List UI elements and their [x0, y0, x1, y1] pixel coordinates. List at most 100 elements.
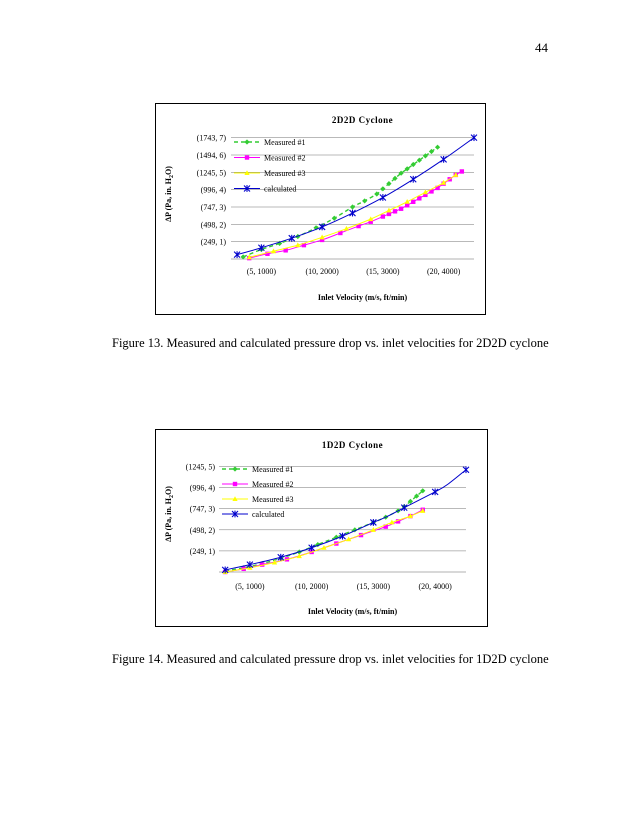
chart2-chart-title: 1D2D Cyclone — [322, 440, 383, 450]
chart2-series-4 — [221, 466, 470, 574]
chart1-x-tick-label: (20, 4000) — [427, 267, 461, 276]
chart2-series-1-point — [420, 488, 426, 494]
chart1-y-axis-label-part3: O) — [164, 166, 173, 175]
chart2-y-axis-label-part3: O) — [164, 486, 173, 495]
chart1-y-tick-label: (1743, 7) — [197, 134, 227, 143]
chart2-series-4-point — [400, 504, 408, 512]
chart2-legend-swatch-marker — [232, 481, 238, 487]
chart2-legend-swatch-marker — [232, 466, 238, 472]
chart1-series-2-point — [398, 206, 404, 211]
chart2-x-tick-label: (15, 3000) — [357, 582, 391, 591]
chart2-series-2-point — [395, 519, 401, 524]
chart2-y-tick-label: (1245, 5) — [186, 463, 216, 472]
chart1-series-4-point — [349, 209, 356, 217]
chart1-y-axis-label-part1: ΔP (Pa, in. H — [164, 177, 173, 222]
chart2-y-axis-label-part1: ΔP (Pa, in. H — [164, 497, 173, 542]
chart1-series-3-point — [453, 172, 459, 177]
chart2-series-3-point — [420, 508, 426, 513]
chart2-x-axis-label: Inlet Velocity (m/s, ft/min) — [308, 607, 398, 616]
chart1-x-tick-label: (10, 2000) — [305, 267, 339, 276]
chart2-x-tick-label: (10, 2000) — [295, 582, 329, 591]
chart1-y-tick-label: (498, 2) — [201, 220, 227, 229]
chart1-y-tick-label: (249, 1) — [201, 238, 227, 247]
chart1-x-axis-label: Inlet Velocity (m/s, ft/min) — [318, 293, 408, 302]
chart1-x-tick-label: (15, 3000) — [366, 267, 400, 276]
chart1-series-1-point — [404, 166, 410, 172]
chart2-legend-label: Measured #3 — [252, 495, 294, 504]
chart2-series-4-point — [369, 519, 377, 526]
chart1-series-2-point — [265, 251, 270, 256]
chart2-series-4-point — [308, 544, 316, 552]
chart1-legend-label: Measured #1 — [264, 138, 306, 147]
chart1-chart-title: 2D2D Cyclone — [332, 115, 393, 125]
chart2-series-3-point — [296, 553, 302, 559]
chart2-x-tick-label: (20, 4000) — [418, 582, 452, 591]
chart2-legend-swatch-marker — [232, 496, 238, 501]
chart1-series-2-point — [417, 196, 422, 201]
chart1-series-2-point — [459, 169, 465, 174]
chart2-series-1-point — [315, 541, 321, 548]
chart1-y-tick-label: (996, 4) — [201, 186, 227, 195]
chart1-series-2-point — [435, 185, 440, 191]
chart1-series-1-point — [349, 204, 356, 210]
chart1-series-3 — [246, 172, 459, 260]
chart1-series-1-point — [434, 144, 441, 150]
chart2-series-3-line — [225, 510, 423, 573]
chart2-y-tick-label: (249, 1) — [190, 547, 216, 556]
chart2-series-3 — [222, 508, 426, 574]
figure-14-caption: Figure 14. Measured and calculated press… — [112, 652, 549, 666]
chart1-y-tick-label: (1494, 6) — [197, 151, 227, 160]
chart1-series-1-point — [362, 198, 368, 204]
chart2-series-3-point — [389, 519, 395, 525]
chart2-series-3-point — [346, 536, 352, 542]
chart2-series-4-point — [462, 466, 470, 474]
chart2-y-axis-label: ΔP (Pa, in. H2O) — [164, 486, 175, 542]
chart1-y-tick-label: (1245, 5) — [197, 168, 227, 177]
chart1-series-2-point — [423, 192, 428, 198]
chart1-series-4-point — [288, 234, 296, 242]
chart2-legend-label: Measured #2 — [252, 480, 294, 489]
chart2-series-4-point — [339, 532, 346, 540]
chart1-series-2-line — [249, 171, 463, 259]
chart1-legend-swatch-marker — [244, 155, 250, 160]
chart1-series-1-point — [410, 161, 416, 168]
chart1-legend-label: Measured #2 — [264, 154, 306, 163]
chart-2d2d-cyclone: (249, 1) (498, 2) (747, 3) (996, 4) (1245, 5… — [155, 103, 486, 315]
chart2-series-4-point — [277, 553, 285, 561]
chart2-y-axis-label-subscript: 2 — [169, 495, 175, 498]
chart1-legend: Measured #1 Measured #2 Measured #3 calcula… — [234, 138, 306, 194]
chart2-series-2-point — [260, 562, 265, 567]
chart2-series-1-point — [414, 493, 420, 499]
chart1-series-1-point — [374, 191, 380, 197]
chart1-series-4-point — [379, 194, 387, 201]
chart-2d2d-svg: (249, 1) (498, 2) (747, 3) (996, 4) (1245, 5… — [164, 115, 478, 302]
chart1-series-4 — [233, 134, 478, 259]
chart1-legend-swatch-marker — [244, 170, 250, 175]
chart1-y-tick-label: (747, 3) — [201, 203, 227, 212]
chart1-series-2-point — [301, 242, 307, 248]
chart1-series-2-point — [356, 223, 361, 229]
chart1-series-2-point — [283, 248, 288, 253]
chart1-series-3-point — [404, 199, 410, 204]
chart1-series-1-point — [240, 254, 246, 260]
chart1-series-3-point — [295, 242, 301, 248]
chart2-x-tick-label: (5, 1000) — [235, 582, 265, 591]
figure-13-caption: Figure 13. Measured and calculated press… — [112, 336, 549, 350]
chart-1d2d-cyclone: (249, 1) (498, 2) (747, 3) (996, 4) (1245, 5… — [155, 429, 488, 627]
chart1-series-4-point — [409, 175, 417, 183]
chart1-series-2-point — [392, 209, 398, 214]
chart2-series-4-point — [221, 566, 229, 574]
chart2-y-tick-label: (996, 4) — [190, 484, 216, 493]
chart2-series-3-point — [321, 544, 327, 550]
chart1-y-axis-label: ΔP (Pa, in. H2O) — [164, 166, 175, 222]
chart2-legend: Measured #1 Measured #2 Measured #3 calcula… — [222, 465, 294, 519]
chart1-series-2 — [247, 169, 465, 261]
chart1-series-2-point — [380, 214, 386, 219]
chart2-series-3-point — [370, 527, 376, 532]
chart1-series-1-point — [380, 186, 386, 192]
chart1-legend-label: calculated — [264, 185, 296, 194]
chart2-series-4-point — [431, 488, 439, 496]
chart1-series-1-point — [386, 181, 392, 187]
chart1-legend-swatch-marker — [244, 139, 250, 145]
chart1-series-4-point — [318, 223, 326, 231]
